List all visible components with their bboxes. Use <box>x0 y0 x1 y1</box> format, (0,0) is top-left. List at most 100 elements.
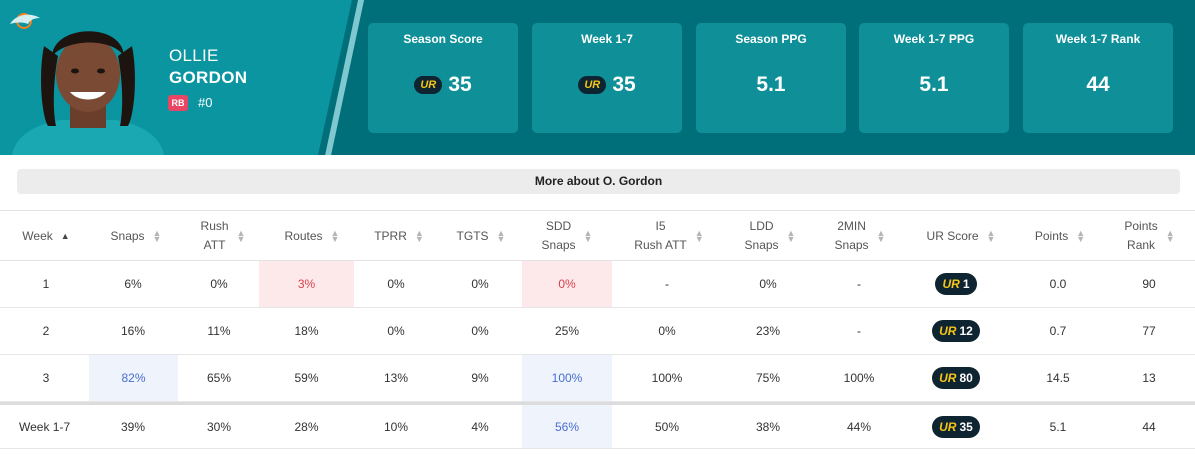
cell-tgts: 0% <box>471 277 489 291</box>
cell-ur-score: UR 80 <box>904 355 1008 401</box>
column-label: Points <box>1124 219 1158 233</box>
table-row: 2 16% 11% 18% 0% 0% 25% 0% 23% - UR 12 0.… <box>0 308 1195 355</box>
player-header: OLLIE GORDON RB #0 Season Score UR 35 Wee… <box>0 0 1195 155</box>
ur-score-badge: UR 35 <box>932 415 980 438</box>
sort-icon: ▲ ▼ <box>694 228 704 244</box>
card-label: Season PPG <box>735 32 807 46</box>
cell-routes: 18% <box>294 324 319 338</box>
ur-score-value: 12 <box>959 324 973 338</box>
column-label-2: Rush ATT <box>634 238 687 252</box>
sort-icon: ▲ ▼ <box>496 228 506 244</box>
cell-points: 0.7 <box>1049 324 1067 338</box>
ur-score-badge: UR 12 <box>932 320 980 342</box>
sort-icon: ▲ ▼ <box>152 228 162 244</box>
col-tgts[interactable]: TGTS ▲ ▼ <box>440 211 522 261</box>
cell-tprr: 0% <box>387 324 405 338</box>
column-label: LDD <box>749 219 774 233</box>
cell-ldd-snaps: 0% <box>759 277 777 291</box>
card-value: 35 <box>612 73 636 96</box>
card-value: 44 <box>1086 73 1110 96</box>
cell-snaps: 16% <box>120 324 146 338</box>
ur-logo-icon: UR <box>578 76 607 94</box>
cell-routes: 3% <box>259 261 354 307</box>
cell-tprr: 13% <box>383 371 409 385</box>
column-label-2: Snaps <box>744 238 779 252</box>
cell-i5-rush-att: 0% <box>658 324 676 338</box>
column-label: SDD <box>545 219 572 233</box>
cell-tprr: 10% <box>383 419 409 434</box>
sort-icon: ▲ ▼ <box>236 228 246 244</box>
more-about-button[interactable]: More about O. Gordon <box>17 169 1180 194</box>
cell-points: 0.0 <box>1049 277 1067 291</box>
col-sdd-snaps[interactable]: SDD Snaps ▲ ▼ <box>522 211 612 261</box>
column-label-2: Rank <box>1127 238 1156 252</box>
column-label-2: ATT <box>203 238 226 252</box>
card-value: 5.1 <box>756 73 786 96</box>
cell-snaps: 39% <box>120 419 146 434</box>
cell-routes: 59% <box>294 371 319 385</box>
ur-logo-icon: UR <box>414 76 443 94</box>
cell-2min-snaps: 44% <box>846 419 872 434</box>
col-routes[interactable]: Routes ▲ ▼ <box>266 211 358 261</box>
cell-sdd-snaps: 25% <box>554 324 580 338</box>
col-points-rank[interactable]: Points Rank ▲ ▼ <box>1104 211 1195 261</box>
cell-ur-score: UR 12 <box>904 308 1008 354</box>
ur-logo-icon: UR <box>939 419 957 434</box>
cell-sdd-snaps: 56% <box>522 405 612 448</box>
table-header: Week ▲ Snaps ▲ ▼ Rush ATT ▲ ▼ Routes ▲ ▼ TPRR ▲ ▼ … <box>0 210 1195 261</box>
ur-score-value: 1 <box>962 277 970 291</box>
col-week[interactable]: Week ▲ <box>0 211 92 261</box>
cell-sdd-snaps: 100% <box>522 355 612 401</box>
ur-score-badge: UR 1 <box>935 273 977 295</box>
cell-points-rank: 77 <box>1142 324 1156 338</box>
col-ldd-snaps[interactable]: LDD Snaps ▲ ▼ <box>726 211 814 261</box>
column-label: I5 <box>655 219 666 233</box>
column-label: 2MIN <box>837 219 866 233</box>
cell-ldd-snaps: 75% <box>755 371 781 385</box>
col-rush-att[interactable]: Rush ATT ▲ ▼ <box>180 211 266 261</box>
ur-score-badge: UR 80 <box>932 367 980 389</box>
card-season-ppg: Season PPG 5.1 <box>696 23 846 133</box>
cell-tprr: 0% <box>387 277 405 291</box>
sort-icon: ▲ ▼ <box>583 228 593 244</box>
col-2min-snaps[interactable]: 2MIN Snaps ▲ ▼ <box>814 211 906 261</box>
card-label: Week 1-7 Rank <box>1055 32 1141 46</box>
sort-icon: ▲ ▼ <box>1165 228 1175 244</box>
column-label: Snaps <box>110 228 145 243</box>
cell-tgts: 0% <box>471 324 489 338</box>
col-ur-score[interactable]: UR Score ▲ ▼ <box>906 211 1016 261</box>
jersey-number: #0 <box>198 95 213 110</box>
cell-points-rank: 90 <box>1142 277 1156 291</box>
cell-rush-att: 30% <box>206 419 232 434</box>
col-points[interactable]: Points ▲ ▼ <box>1016 211 1104 261</box>
column-label: Rush <box>200 219 229 233</box>
cell-week: 2 <box>42 324 50 338</box>
table-row: 1 6% 0% 3% 0% 0% 0% - 0% - UR 1 0.0 90 <box>0 261 1195 308</box>
column-label-2: Snaps <box>834 238 869 252</box>
cell-ur-score: UR 1 <box>904 261 1008 307</box>
sort-icon: ▲ ▼ <box>1076 228 1086 244</box>
cell-2min-snaps: 100% <box>843 371 875 385</box>
cell-ldd-snaps: 23% <box>755 324 781 338</box>
cell-tgts: 9% <box>471 371 489 385</box>
column-label-2: Snaps <box>541 238 576 252</box>
column-label: TPRR <box>374 228 407 243</box>
cell-i5-rush-att: 50% <box>654 419 680 434</box>
cell-week: 1 <box>42 277 50 291</box>
col-snaps[interactable]: Snaps ▲ ▼ <box>92 211 180 261</box>
cell-ldd-snaps: 38% <box>755 419 781 434</box>
cell-tgts: 4% <box>471 419 489 434</box>
cell-i5-rush-att: - <box>665 277 669 291</box>
cell-week: 3 <box>42 371 50 385</box>
card-week-rank: Week 1-7 Rank 44 <box>1023 23 1173 133</box>
col-tprr[interactable]: TPRR ▲ ▼ <box>358 211 440 261</box>
ur-score-value: 35 <box>959 419 973 434</box>
table-row: 3 82% 65% 59% 13% 9% 100% 100% 75% 100% … <box>0 355 1195 402</box>
player-headshot-icon <box>12 31 164 155</box>
col-i5-rush-att[interactable]: I5 Rush ATT ▲ ▼ <box>612 211 726 261</box>
sort-asc-icon: ▲ <box>60 231 70 241</box>
cell-points: 5.1 <box>1049 419 1067 434</box>
ur-logo-icon: UR <box>939 371 957 385</box>
ur-score-value: 80 <box>959 371 973 385</box>
column-label: Week <box>22 228 53 243</box>
